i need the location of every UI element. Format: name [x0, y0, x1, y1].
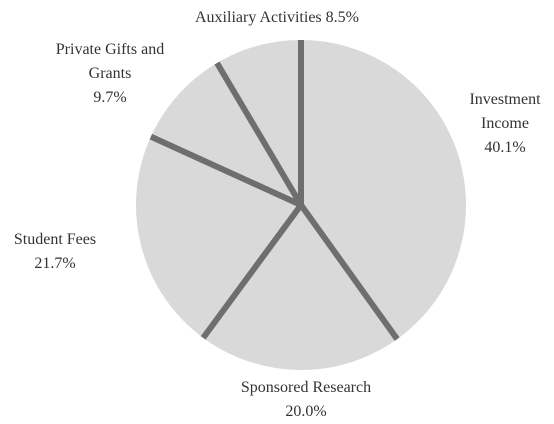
value-label: 40.1% — [484, 139, 526, 156]
slice-label: Auxiliary Activities 8.5% — [147, 6, 407, 30]
value-label: 20.0% — [285, 403, 327, 420]
slice-divider — [298, 203, 400, 341]
pie-slice — [299, 35, 470, 344]
category-label: Student Fees — [13, 231, 97, 248]
value-label: 9.7% — [93, 89, 127, 106]
category-label: Private Gifts and Grants — [55, 41, 165, 82]
slice-divider — [149, 133, 303, 208]
slice-divider — [214, 61, 304, 207]
pie-slice — [146, 58, 306, 210]
value-label: 21.7% — [34, 255, 76, 272]
category-label: Sponsored Research — [240, 379, 372, 396]
slice-label: Investment Income 40.1% — [455, 88, 554, 160]
pie-slice — [199, 201, 402, 374]
slice-label: Private Gifts and Grants 9.7% — [50, 38, 170, 110]
category-label: Investment Income — [469, 91, 541, 132]
value-label: 8.5% — [325, 9, 359, 26]
slice-divider — [200, 203, 304, 340]
category-label: Auxiliary Activities — [195, 9, 322, 26]
slice-label: Student Fees 21.7% — [5, 228, 105, 276]
slice-label: Sponsored Research 20.0% — [206, 376, 406, 424]
